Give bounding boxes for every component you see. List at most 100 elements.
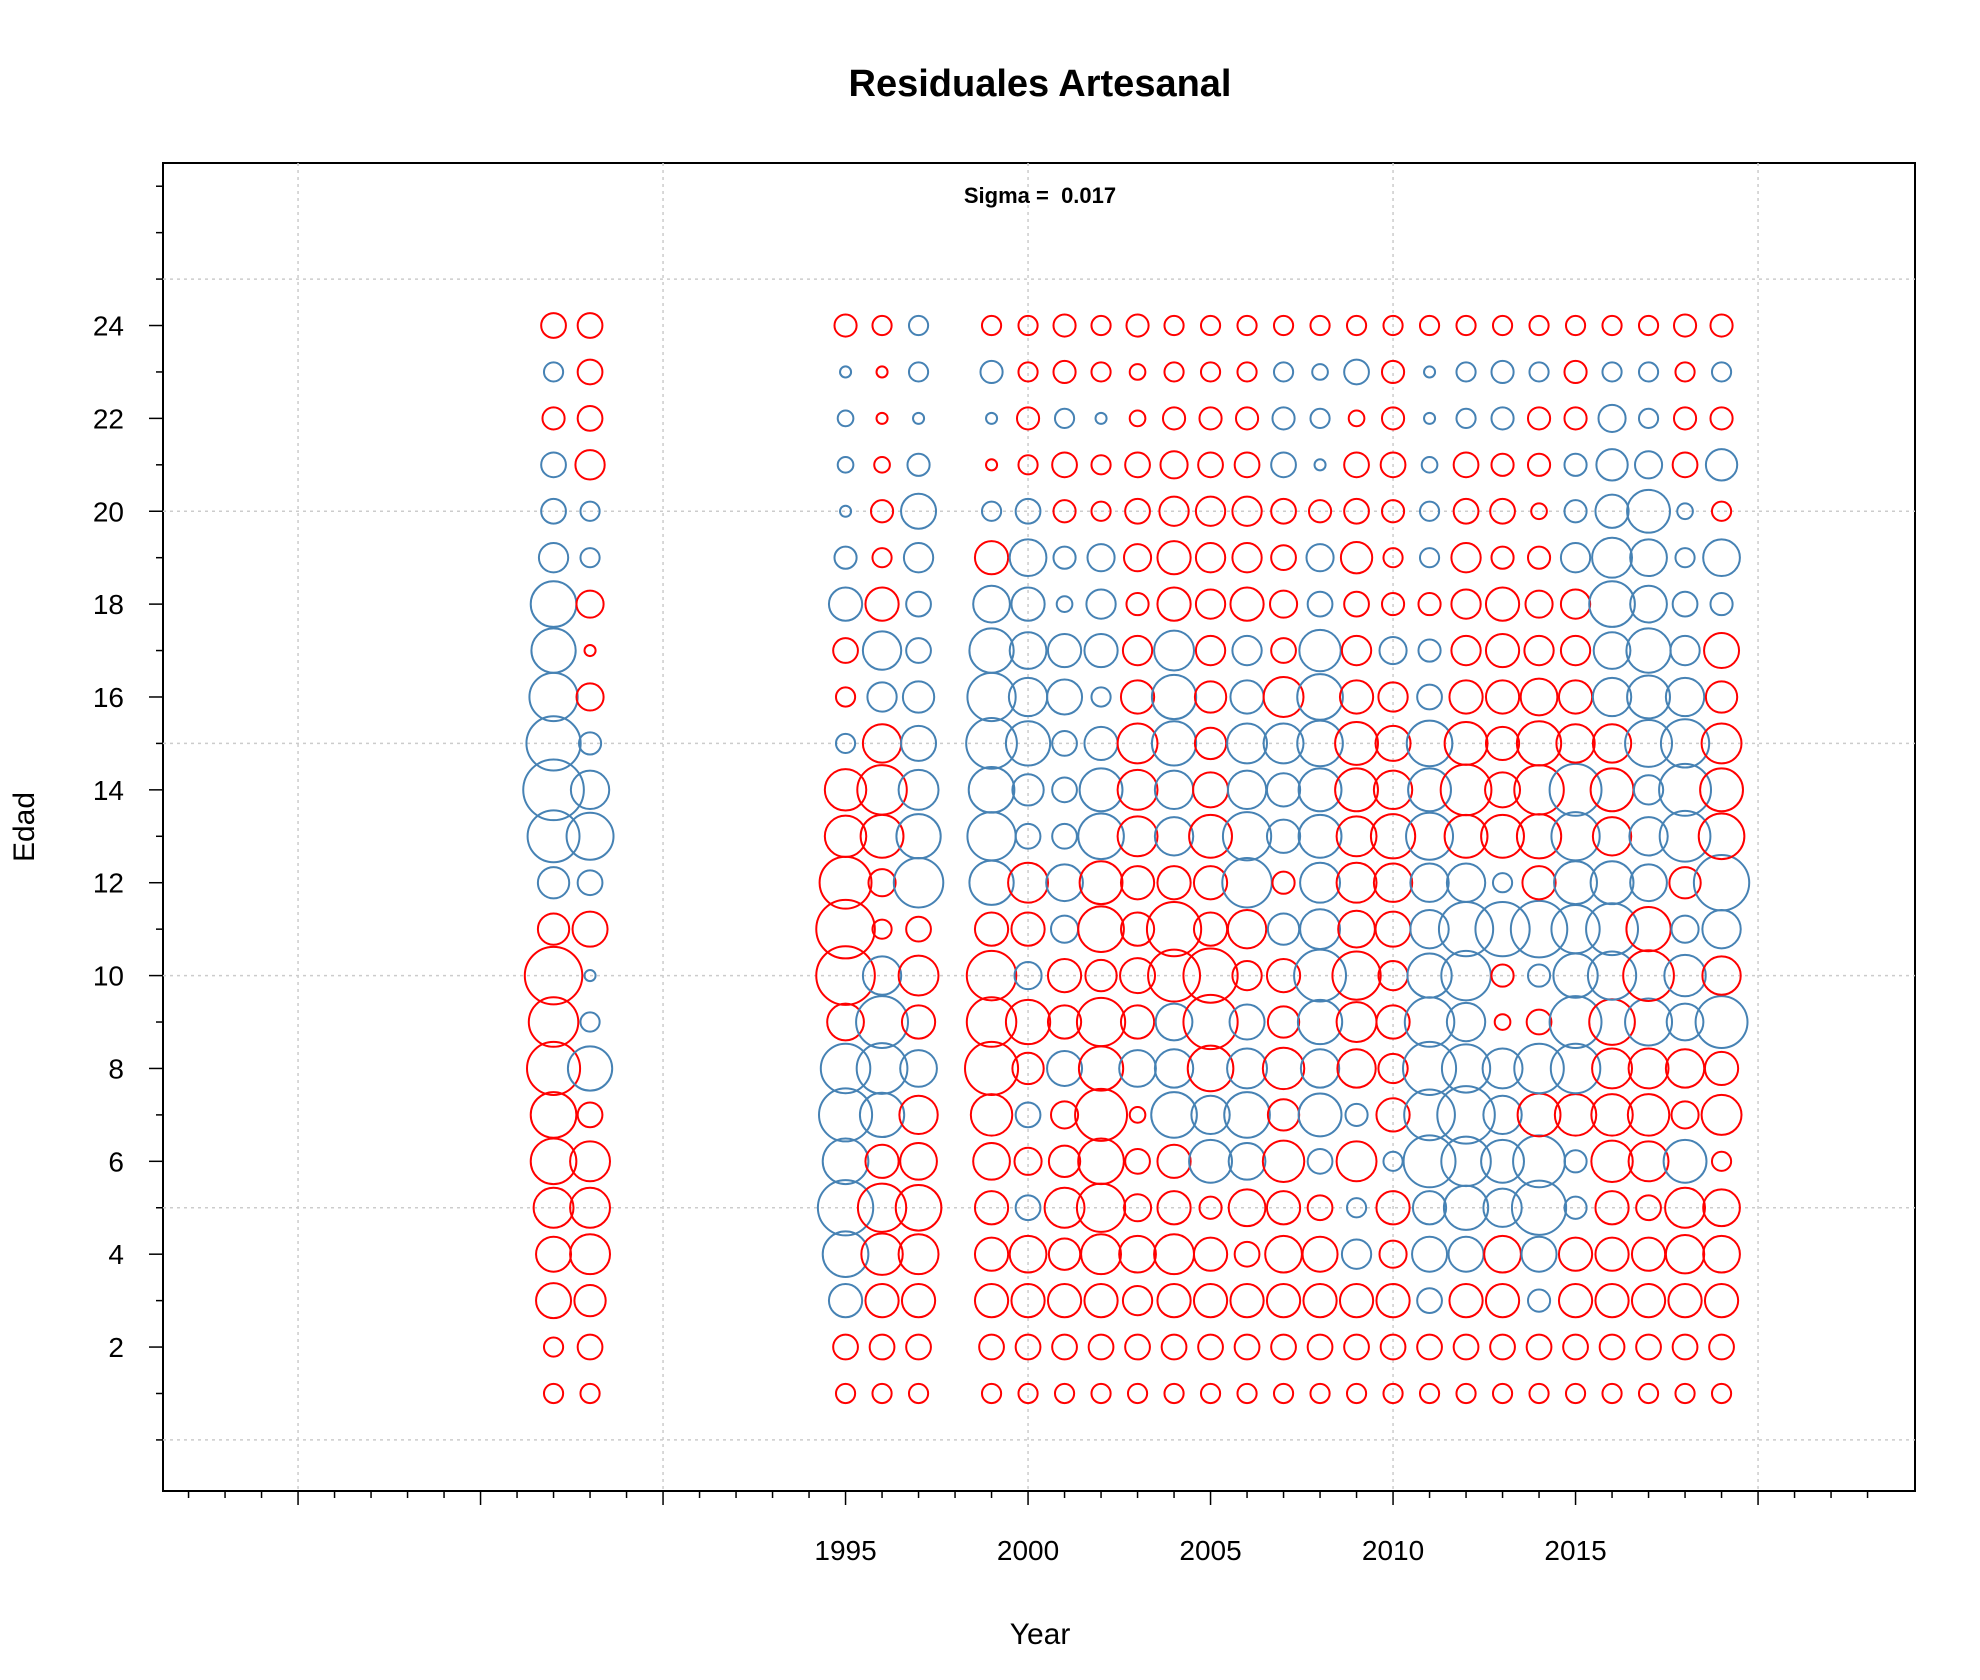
bubble-point	[1484, 586, 1521, 622]
bubble-point	[1710, 1150, 1733, 1172]
bubble-point	[1635, 1333, 1662, 1361]
bubble-point	[1339, 541, 1374, 575]
bubble-point	[1266, 1098, 1301, 1132]
bubble-point	[1336, 1048, 1377, 1089]
bubble-point	[858, 1091, 906, 1139]
bubble-point	[1128, 363, 1147, 381]
bubble-point	[1630, 1236, 1667, 1272]
bubble-point	[1221, 811, 1273, 862]
bubble-point	[1309, 314, 1331, 337]
bubble-point	[1085, 588, 1117, 620]
bubble-point	[1594, 1190, 1630, 1226]
bubble-point	[1156, 1190, 1192, 1226]
bubble-point	[1525, 1333, 1553, 1361]
bubble-point	[856, 1182, 908, 1233]
bubble-point	[1337, 909, 1376, 949]
bubble-point	[861, 723, 903, 764]
bubble-point	[569, 1140, 612, 1183]
bubble-point	[573, 1283, 607, 1318]
bubble-point	[542, 361, 565, 383]
bubble-point	[1674, 361, 1696, 383]
bubble-point	[1709, 592, 1734, 617]
bubble-point	[1671, 1333, 1699, 1361]
bubble-point	[583, 969, 597, 983]
bubble-point	[869, 499, 895, 524]
bubble-point	[1700, 722, 1743, 765]
bubble-point	[905, 915, 932, 943]
bubble-point	[1633, 450, 1664, 480]
bubble-point	[1622, 949, 1675, 1002]
bubble-point	[1226, 908, 1268, 950]
bubble-point	[1046, 1283, 1083, 1319]
bubble-point	[1379, 451, 1407, 479]
bubble-point	[1199, 314, 1222, 337]
bubble-point	[907, 1382, 930, 1405]
bubble-point	[1188, 813, 1233, 859]
bubble-point	[1563, 499, 1588, 524]
bubble-point	[1493, 1013, 1512, 1031]
bubble-point	[1156, 1143, 1192, 1179]
bubble-point	[1626, 488, 1671, 534]
bubble-point	[1153, 1233, 1196, 1276]
bubble-point	[1591, 723, 1633, 764]
bubble-point	[536, 866, 571, 900]
bubble-point	[1156, 540, 1192, 576]
bubble-point	[1052, 359, 1077, 385]
bubble-point	[542, 1382, 565, 1405]
bubble-point	[1489, 497, 1516, 525]
bubble-point	[1440, 1135, 1492, 1188]
bubble-point	[1484, 632, 1521, 669]
bubble-point	[1163, 361, 1185, 383]
bubble-point	[826, 1002, 865, 1042]
bubble-point	[1004, 720, 1052, 767]
bubble-point	[1480, 813, 1525, 859]
bubble-point	[902, 542, 935, 574]
bubble-point	[1369, 813, 1417, 860]
bubble-point	[1192, 1283, 1229, 1319]
bubble-point	[1562, 1333, 1589, 1361]
bubble-point	[1121, 634, 1154, 667]
bubble-point	[1083, 1283, 1119, 1319]
bubble-point	[1409, 862, 1450, 903]
bubble-point	[898, 1094, 939, 1136]
bubble-point	[1526, 545, 1552, 570]
bubble-point	[1199, 1382, 1222, 1405]
bubble-point	[1265, 818, 1302, 854]
y-tick-label: 18	[93, 589, 124, 620]
bubble-point	[1017, 1382, 1039, 1405]
y-tick-label: 4	[108, 1239, 124, 1270]
bubble-point	[535, 1235, 573, 1273]
bubble-point	[1229, 1283, 1265, 1319]
bubble-point	[1667, 1283, 1703, 1319]
bubble-point	[1591, 1047, 1634, 1090]
bubble-point	[1484, 725, 1521, 762]
bubble-point	[875, 411, 889, 425]
y-tick-label: 20	[93, 496, 124, 527]
bubble-point	[1450, 542, 1482, 574]
bubble-point	[1229, 586, 1265, 622]
bubble-point	[1484, 1283, 1521, 1319]
bubble-point	[1490, 406, 1515, 431]
bubble-point	[1265, 1190, 1302, 1226]
bubble-point	[1416, 683, 1443, 711]
bubble-point	[1380, 359, 1406, 385]
bubble-point	[973, 540, 1010, 576]
chart-title: Residuales Artesanal	[849, 63, 1232, 105]
bubble-point	[1676, 502, 1694, 521]
bubble-point	[1520, 1235, 1558, 1273]
bubble-point	[1510, 1179, 1568, 1236]
bubble-point	[1374, 724, 1412, 762]
bubble-point	[1118, 1049, 1157, 1088]
bubble-point	[964, 1040, 1020, 1096]
y-tick-label: 24	[93, 311, 124, 342]
bubble-point	[1445, 862, 1487, 903]
plot-frame	[162, 162, 1916, 1492]
bubble-point	[1128, 1106, 1147, 1124]
bubble-point	[1049, 914, 1080, 944]
bubble-point	[1406, 952, 1453, 999]
bubble-point	[1227, 1188, 1267, 1228]
bubble-point	[1053, 1382, 1076, 1405]
bubble-point	[1589, 767, 1635, 813]
bubble-point	[1074, 1087, 1129, 1142]
bubble-point	[1124, 497, 1151, 525]
